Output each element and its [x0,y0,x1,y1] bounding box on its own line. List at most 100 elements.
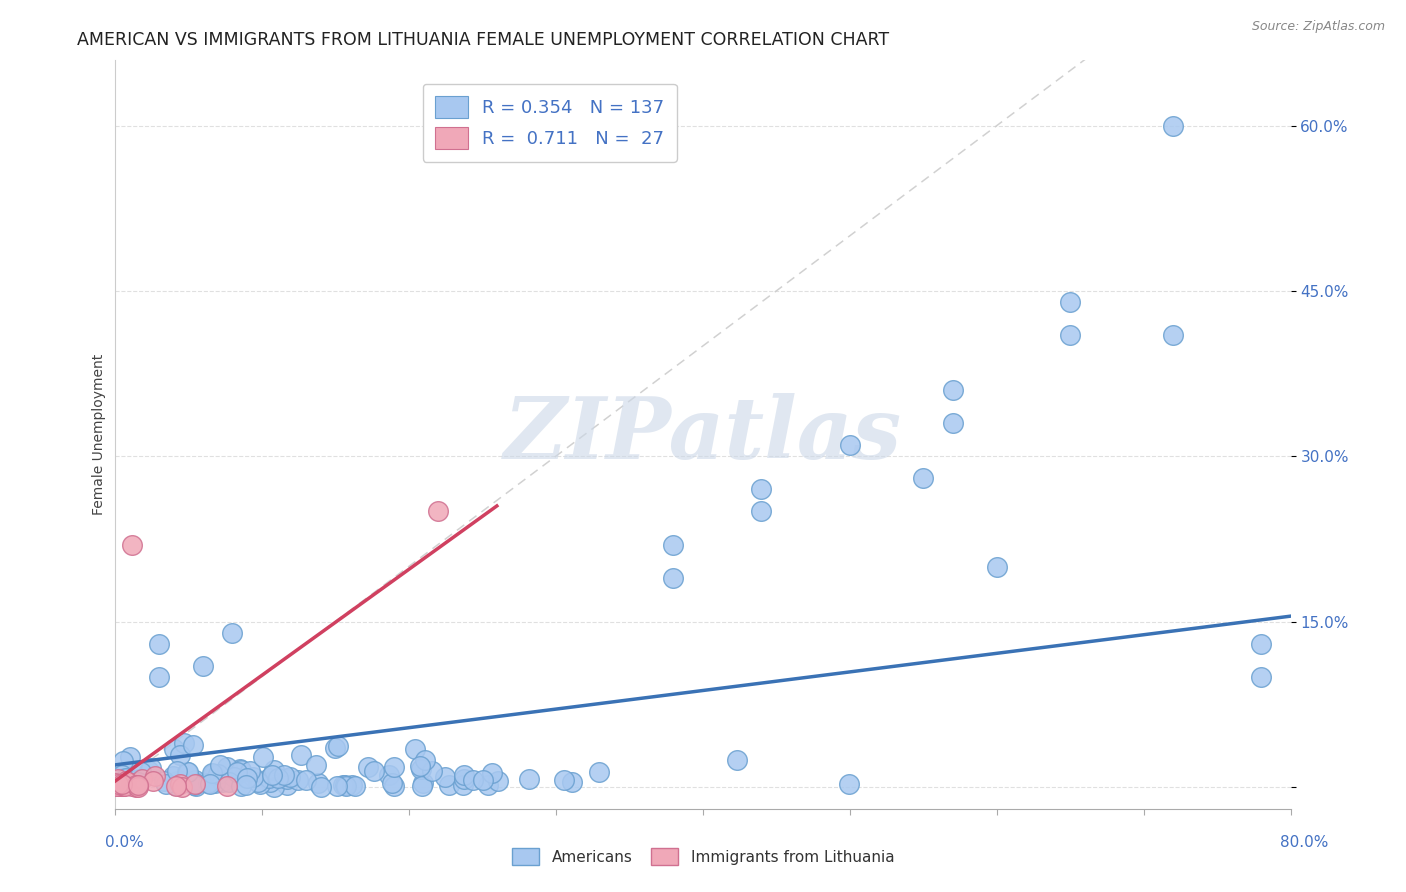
Point [246,775,269,789]
Point [170,780,193,794]
Point [662,537,685,551]
Point [170,774,193,789]
Point [204,768,226,782]
Point [112,771,135,785]
Point [129,764,152,779]
Point [221,625,243,640]
Point [131,772,153,786]
Point [257,771,280,785]
Point [263,780,285,794]
Point [183,739,205,753]
Point [1161,328,1184,343]
Point [453,772,475,787]
Point [104,776,127,790]
Point [328,739,350,753]
Text: Source: ZipAtlas.com: Source: ZipAtlas.com [1251,20,1385,33]
Point [218,774,240,789]
Point [183,776,205,790]
Point [202,767,225,781]
Point [177,765,200,780]
Point [409,758,432,772]
Point [138,764,160,779]
Point [208,757,231,772]
Point [204,776,226,790]
Point [290,747,312,762]
Point [107,777,129,791]
Text: AMERICAN VS IMMIGRANTS FROM LITHUANIA FEMALE UNEMPLOYMENT CORRELATION CHART: AMERICAN VS IMMIGRANTS FROM LITHUANIA FE… [77,31,890,49]
Point [305,757,328,772]
Point [295,772,318,787]
Point [115,771,138,785]
Point [215,780,238,794]
Point [434,770,457,784]
Point [114,779,136,793]
Point [662,571,685,585]
Point [200,775,222,789]
Point [588,765,610,780]
Point [111,780,134,794]
Point [152,773,174,788]
Legend: Americans, Immigrants from Lithuania: Americans, Immigrants from Lithuania [506,842,900,871]
Point [420,764,443,778]
Point [471,773,494,788]
Point [1161,119,1184,133]
Point [343,779,366,793]
Point [273,768,295,782]
Point [198,777,221,791]
Point [107,772,129,786]
Point [110,768,132,782]
Point [197,776,219,790]
Point [127,778,149,792]
Point [437,778,460,792]
Point [409,762,432,776]
Point [165,777,187,791]
Point [229,762,252,776]
Point [148,670,170,684]
Point [986,559,1008,574]
Point [276,778,298,792]
Point [211,775,233,789]
Point [184,777,207,791]
Point [382,760,405,774]
Text: 0.0%: 0.0% [105,836,145,850]
Point [912,471,935,485]
Point [215,760,238,774]
Point [307,776,329,790]
Point [252,750,274,764]
Point [242,770,264,784]
Point [169,777,191,791]
Point [111,779,134,793]
Point [451,778,474,792]
Point [260,768,283,782]
Point [166,764,188,778]
Point [326,780,349,794]
Point [1059,295,1081,310]
Point [226,764,249,779]
Point [128,772,150,786]
Point [412,775,434,789]
Point [222,770,245,784]
Point [112,754,135,768]
Point [173,736,195,750]
Point [461,773,484,788]
Point [413,753,436,767]
Point [382,779,405,793]
Point [118,750,141,764]
Point [111,777,134,791]
Point [163,778,186,792]
Point [162,769,184,783]
Point [378,768,401,782]
Point [188,776,211,790]
Point [235,778,257,792]
Point [110,779,132,793]
Point [115,774,138,789]
Point [139,761,162,775]
Point [266,771,288,785]
Point [941,383,963,397]
Point [838,438,860,452]
Point [201,766,224,780]
Text: 80.0%: 80.0% [1281,836,1329,850]
Point [363,764,385,779]
Point [311,780,333,794]
Point [184,780,207,794]
